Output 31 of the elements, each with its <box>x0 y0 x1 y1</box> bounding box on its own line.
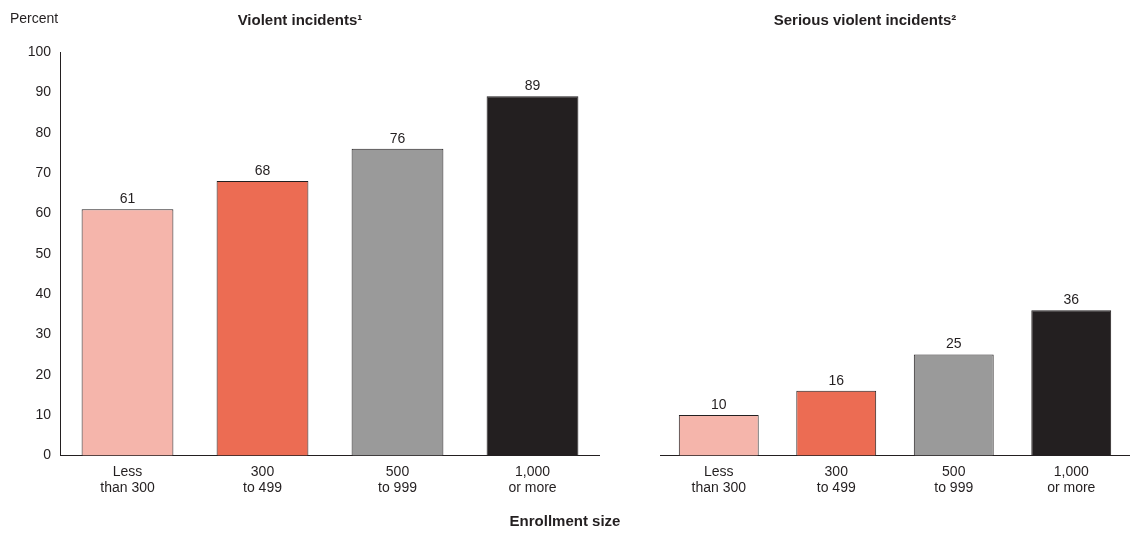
x-tick-label: 1,000 or more <box>1047 462 1096 496</box>
y-tick-label: 50 <box>35 244 52 261</box>
data-label: 68 <box>254 161 271 178</box>
x-tick-label: 300 to 499 <box>243 462 283 496</box>
y-tick-label: 100 <box>27 42 52 59</box>
x-axis-title: Enrollment size <box>508 512 622 529</box>
x-tick-label: 500 to 999 <box>934 462 974 496</box>
y-tick-label: 10 <box>35 405 52 422</box>
y-tick-label: 40 <box>35 284 52 301</box>
data-label: 76 <box>389 129 406 146</box>
chart-title: Serious violent incidents² <box>773 11 957 29</box>
data-label: 10 <box>710 395 727 412</box>
y-tick-label: 80 <box>35 123 52 140</box>
data-label: 16 <box>828 371 845 388</box>
y-tick-label: 70 <box>35 163 52 180</box>
data-label: 89 <box>524 77 541 94</box>
y-tick-label: 90 <box>35 83 52 100</box>
y-tick-label: 60 <box>35 204 52 221</box>
data-label: 36 <box>1063 291 1080 308</box>
data-label: 25 <box>945 335 962 352</box>
y-tick-label: 0 <box>43 446 52 463</box>
x-tick-label: Less than 300 <box>100 462 155 496</box>
y-axis-title: Percent <box>10 9 59 26</box>
y-tick-label: 30 <box>35 325 52 342</box>
y-tick-label: 20 <box>35 365 52 382</box>
x-tick-label: 300 to 499 <box>816 462 856 496</box>
chart-title: Violent incidents¹ <box>237 11 363 29</box>
data-label: 61 <box>119 190 136 207</box>
x-tick-label: 500 to 999 <box>378 462 418 496</box>
x-tick-label: Less than 300 <box>691 462 747 496</box>
x-tick-label: 1,000 or more <box>508 462 557 496</box>
